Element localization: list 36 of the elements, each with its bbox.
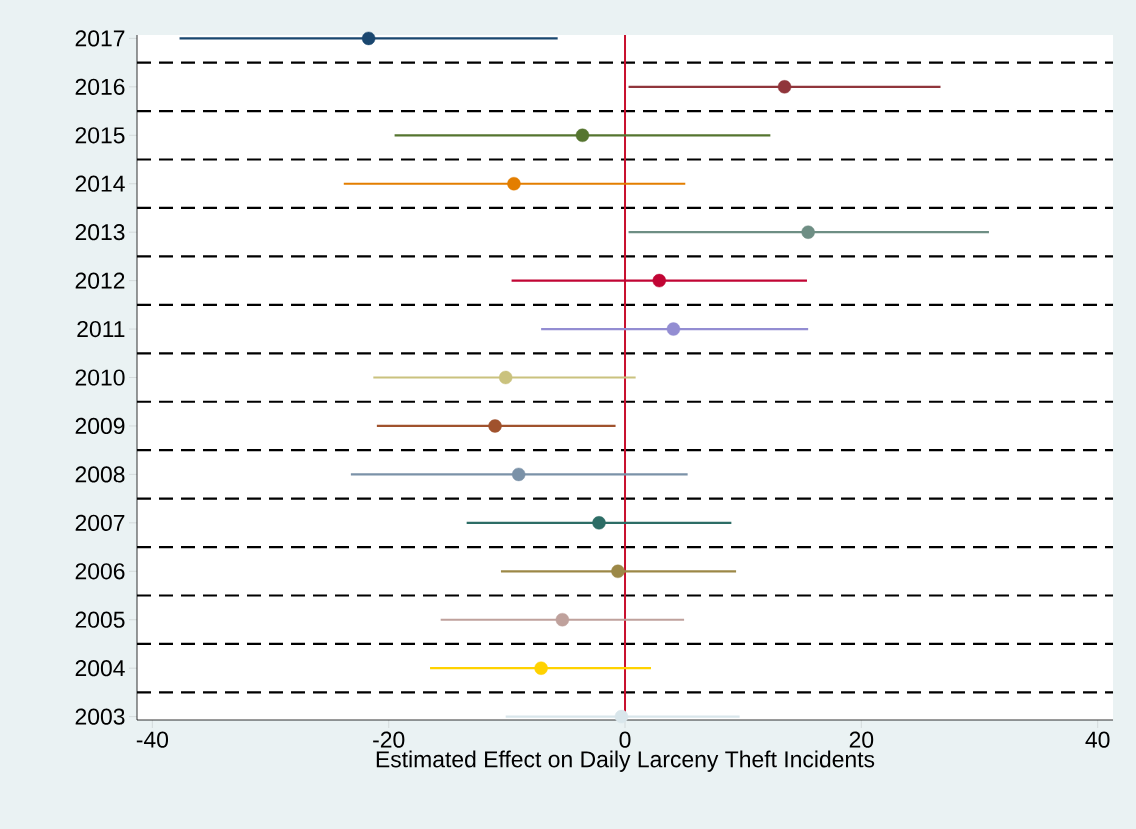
point (592, 516, 606, 530)
point (498, 370, 513, 385)
y-tick-label: 2011 (77, 320, 125, 338)
y-tick-label: 2017 (75, 30, 125, 47)
point (652, 273, 666, 288)
y-tick-label: 2005 (75, 611, 125, 628)
point (507, 177, 521, 191)
x-tick-label: 20 (849, 731, 874, 748)
y-tick-label: 2014 (75, 175, 125, 192)
y-tick-label: 2003 (75, 708, 125, 725)
x-tick-label: 40 (1085, 731, 1110, 748)
x-tick-label: -40 (136, 731, 169, 748)
y-tick-label: 2006 (75, 563, 125, 580)
y-tick-label: 2007 (75, 514, 125, 531)
point (488, 419, 502, 433)
x-tick-label: 0 (619, 731, 631, 748)
y-tick-label: 2009 (75, 417, 125, 435)
x-axis-title: Estimated Effect on Daily Larceny Theft Incidents (376, 750, 875, 772)
y-tick-label: 2008 (75, 466, 125, 483)
point (555, 613, 570, 627)
point (666, 322, 681, 336)
point (534, 661, 548, 675)
y-tick-label: 2004 (75, 660, 125, 677)
x-tick-label: -20 (373, 731, 405, 748)
y-tick-label: 2012 (75, 272, 125, 289)
y-tick-label: 2016 (75, 78, 125, 95)
point (611, 564, 625, 578)
y-tick-label: 2015 (75, 127, 125, 144)
point (777, 80, 792, 94)
point (511, 467, 526, 482)
point (801, 225, 815, 239)
point (575, 128, 590, 142)
y-tick-label: 2013 (75, 224, 125, 241)
point (361, 31, 376, 46)
point (614, 709, 629, 724)
y-tick-label: 2010 (75, 369, 125, 386)
